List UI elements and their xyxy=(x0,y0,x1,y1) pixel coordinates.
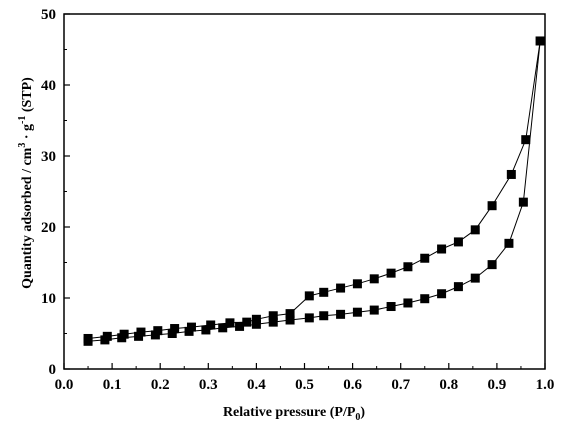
series-2-marker xyxy=(506,169,516,179)
series-1-marker xyxy=(518,197,528,207)
x-axis-ticks: 0.0 0.1 0.2 0.3 0.4 0.5 0.6 0.7 0.8 0.9 1.0 xyxy=(55,363,555,393)
series-1-marker xyxy=(352,307,362,317)
x-tick-label: 0.7 xyxy=(391,377,410,393)
x-tick-label: 0.2 xyxy=(151,377,170,393)
series-2-marker xyxy=(319,287,329,297)
y-axis-ticks: 0 10 20 30 40 50 xyxy=(41,7,70,378)
x-tick-label: 0.5 xyxy=(295,377,314,393)
series-1-marker xyxy=(437,289,447,299)
series-line-1 xyxy=(88,40,541,342)
series-2-marker xyxy=(487,201,497,211)
series-1-marker xyxy=(453,282,463,292)
x-tick-label: 0.4 xyxy=(247,377,266,393)
x-axis-label: Relative pressure (P/P0) xyxy=(223,405,365,423)
series-1-marker xyxy=(268,317,278,327)
series-2-marker xyxy=(336,283,346,293)
series-2-marker xyxy=(453,237,463,247)
series-1-marker xyxy=(369,305,379,315)
series-1-marker xyxy=(487,260,497,270)
series-2-marker xyxy=(403,262,413,272)
series-1-marker xyxy=(285,315,295,325)
y-tick-label: 20 xyxy=(41,220,56,236)
y-tick-label: 50 xyxy=(41,7,56,23)
series-2-marker xyxy=(119,329,129,339)
series-1-marker xyxy=(167,329,177,338)
plot-frame xyxy=(63,13,546,370)
series-1-marker xyxy=(235,321,245,331)
series-1-marker xyxy=(304,313,314,323)
series-2-marker xyxy=(242,317,252,327)
series-1-marker xyxy=(504,238,514,248)
series-2-marker xyxy=(153,326,163,336)
series-1-marker xyxy=(386,302,396,312)
series-2-marker xyxy=(285,309,295,319)
series-2-marker xyxy=(268,311,278,321)
y-tick-label: 10 xyxy=(41,291,56,307)
series-1-marker xyxy=(336,309,346,319)
x-tick-label: 0.3 xyxy=(199,377,218,393)
series-2-marker xyxy=(186,322,196,332)
series-2-marker xyxy=(225,318,235,328)
series-2-marker xyxy=(83,333,93,343)
series-layer xyxy=(83,36,545,346)
series-1-marker xyxy=(470,273,480,283)
y-tick-label: 0 xyxy=(49,362,57,378)
series-2-marker xyxy=(102,331,112,341)
x-tick-label: 0.1 xyxy=(103,377,122,393)
series-2-marker xyxy=(304,291,314,301)
y-axis-label: Quantity adsorbed / cm3 · g-1 (STP) xyxy=(17,77,35,289)
series-2-marker xyxy=(369,274,379,284)
series-2-marker xyxy=(437,244,447,254)
series-1-marker xyxy=(218,323,228,333)
series-2-marker xyxy=(470,225,480,235)
series-1-marker xyxy=(319,311,329,321)
series-2-marker xyxy=(206,320,216,330)
series-1-marker xyxy=(403,298,413,308)
x-tick-label: 0.8 xyxy=(439,377,458,393)
series-2-marker xyxy=(386,268,396,278)
x-tick-label: 1.0 xyxy=(536,377,555,393)
series-line-2 xyxy=(87,40,541,339)
series-2-marker xyxy=(352,279,362,289)
series-1-marker xyxy=(251,319,261,329)
series-2-marker xyxy=(420,253,430,263)
x-tick-label: 0.0 xyxy=(55,377,74,393)
series-2-marker xyxy=(251,314,261,324)
series-2-marker xyxy=(136,327,146,337)
x-tick-label: 0.9 xyxy=(488,377,507,393)
series-1-marker xyxy=(420,294,430,304)
x-tick-label: 0.6 xyxy=(343,377,362,393)
series-2-marker xyxy=(521,135,531,145)
y-tick-label: 40 xyxy=(41,78,56,94)
series-1-marker xyxy=(201,325,211,335)
series-2-marker xyxy=(535,36,545,46)
y-tick-label: 30 xyxy=(41,149,56,165)
series-2-marker xyxy=(170,324,180,334)
